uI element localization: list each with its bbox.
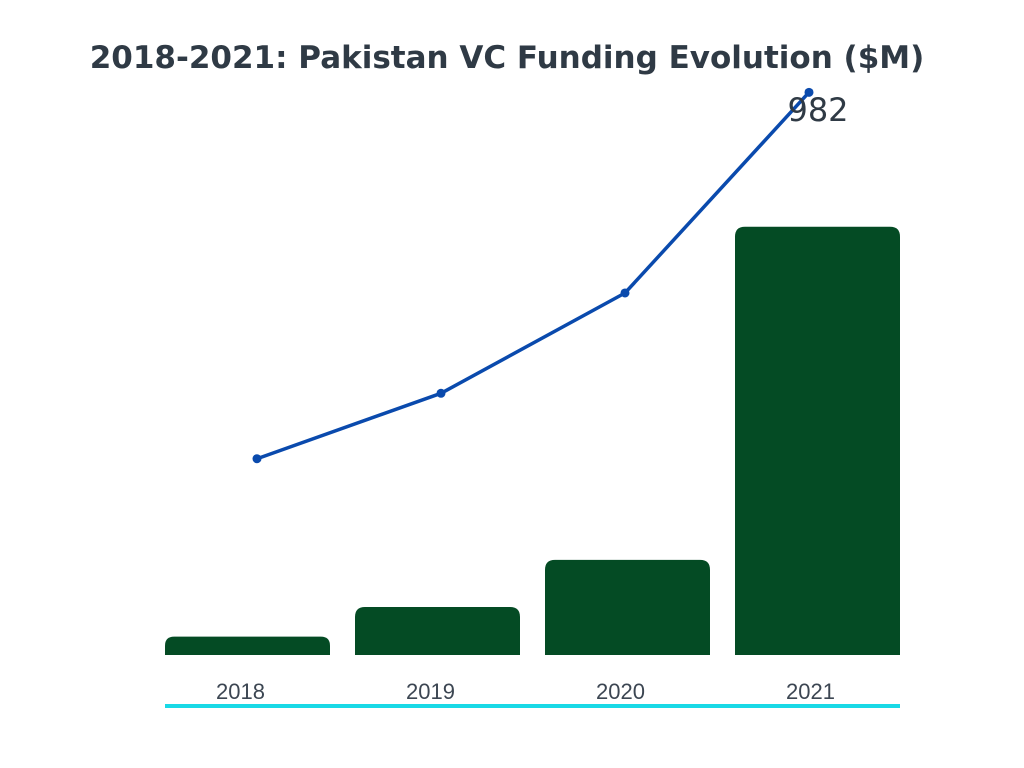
x-tick-label-2018: 2018 [216,679,265,704]
line-point-2020 [620,288,630,298]
x-axis: 2018 2019 2020 2021 [165,679,900,708]
bar-2021 [735,226,900,655]
bar-2019 [355,607,520,655]
bar-2018 [165,636,330,655]
x-tick-label-2020: 2020 [596,679,645,704]
line-layer [252,87,814,464]
bar-2020 [545,559,710,655]
line-point-2021 [804,87,814,97]
line-point-2018 [252,454,262,464]
line-point-2019 [436,388,446,398]
bars-layer [165,226,900,655]
data-label-2021: 982 [787,91,848,129]
x-tick-label-2021: 2021 [786,679,835,704]
data-labels-layer: 982 [787,91,848,129]
trend-line [256,91,811,461]
chart-title: 2018-2021: Pakistan VC Funding Evolution… [90,40,925,76]
x-tick-label-2019: 2019 [406,679,455,704]
